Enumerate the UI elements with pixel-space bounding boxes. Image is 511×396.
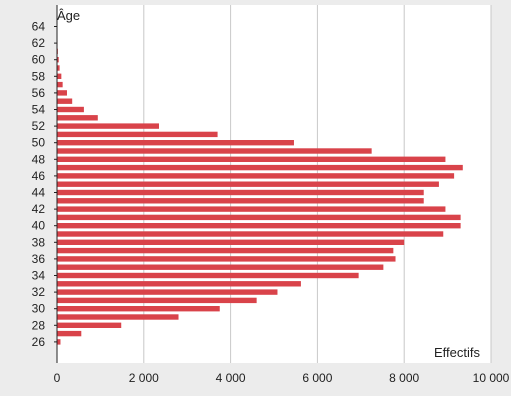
x-tick-label: 4 000: [216, 371, 246, 385]
bar-age-29: [57, 314, 179, 320]
bar-age-55: [57, 98, 73, 104]
bar-age-52: [57, 123, 159, 129]
y-ticks: 26 28 30 32 34 36 38 40 42 44 46 48 50 52 54 56 58 60 62 64: [32, 20, 57, 349]
y-tick-label: 64: [32, 20, 46, 34]
bar-age-58: [57, 73, 62, 79]
y-tick-label: 50: [32, 136, 46, 150]
y-tick-label: 40: [32, 219, 46, 233]
bar-age-41: [57, 214, 461, 221]
y-tick-label: 62: [32, 36, 46, 50]
bar-age-39: [57, 231, 444, 237]
bars: [57, 23, 463, 345]
y-tick-label: 42: [32, 202, 46, 216]
bar-age-44: [57, 189, 424, 196]
y-tick-label: 36: [32, 252, 46, 266]
y-tick-label: 46: [32, 169, 46, 183]
y-tick-label: 26: [32, 335, 46, 349]
y-tick-label: 28: [32, 318, 46, 332]
bar-age-51: [57, 131, 218, 138]
y-tick-label: 56: [32, 86, 46, 100]
bar-age-47: [57, 164, 463, 171]
y-tick-label: 54: [32, 103, 46, 117]
bar-age-28: [57, 322, 122, 328]
bar-age-54: [57, 106, 84, 113]
bar-age-35: [57, 264, 384, 270]
bar-age-57: [57, 81, 63, 88]
y-tick-label: 60: [32, 53, 46, 67]
bar-age-30: [57, 306, 220, 312]
bar-age-32: [57, 289, 278, 295]
y-tick-label: 48: [32, 152, 46, 166]
bar-age-40: [57, 223, 461, 229]
x-tick-label: 2 000: [129, 371, 159, 385]
bar-age-59: [57, 65, 60, 71]
y-axis-label: Âge: [57, 8, 80, 23]
bar-age-33: [57, 281, 301, 287]
y-tick-label: 32: [32, 285, 46, 299]
bar-age-49: [57, 148, 372, 154]
bar-age-48: [57, 156, 446, 162]
bar-age-37: [57, 247, 394, 254]
bar-age-56: [57, 90, 67, 96]
y-tick-label: 52: [32, 119, 46, 133]
bar-age-38: [57, 239, 405, 245]
y-tick-label: 34: [32, 269, 46, 283]
x-tick-label: 6 000: [302, 371, 332, 385]
bar-age-45: [57, 181, 439, 187]
y-tick-label: 44: [32, 186, 46, 200]
bar-age-26: [57, 339, 61, 345]
bar-age-27: [57, 330, 82, 337]
bar-age-50: [57, 140, 294, 146]
bar-age-46: [57, 173, 455, 179]
bar-age-36: [57, 256, 396, 262]
bar-age-31: [57, 297, 257, 304]
bar-age-60: [57, 57, 59, 63]
x-tick-label: 8 000: [389, 371, 419, 385]
x-tick-label: 10 000: [473, 371, 510, 385]
bar-age-42: [57, 206, 446, 212]
x-axis-label: Effectifs: [434, 345, 481, 360]
bar-age-53: [57, 115, 98, 121]
bar-age-34: [57, 272, 359, 279]
y-tick-label: 58: [32, 69, 46, 83]
x-tick-label: 0: [54, 371, 61, 385]
x-ticks: 0 2 000 4 000 6 000 8 000 10 000: [54, 371, 510, 385]
bar-age-43: [57, 198, 424, 204]
y-tick-label: 30: [32, 302, 46, 316]
y-tick-label: 38: [32, 235, 46, 249]
